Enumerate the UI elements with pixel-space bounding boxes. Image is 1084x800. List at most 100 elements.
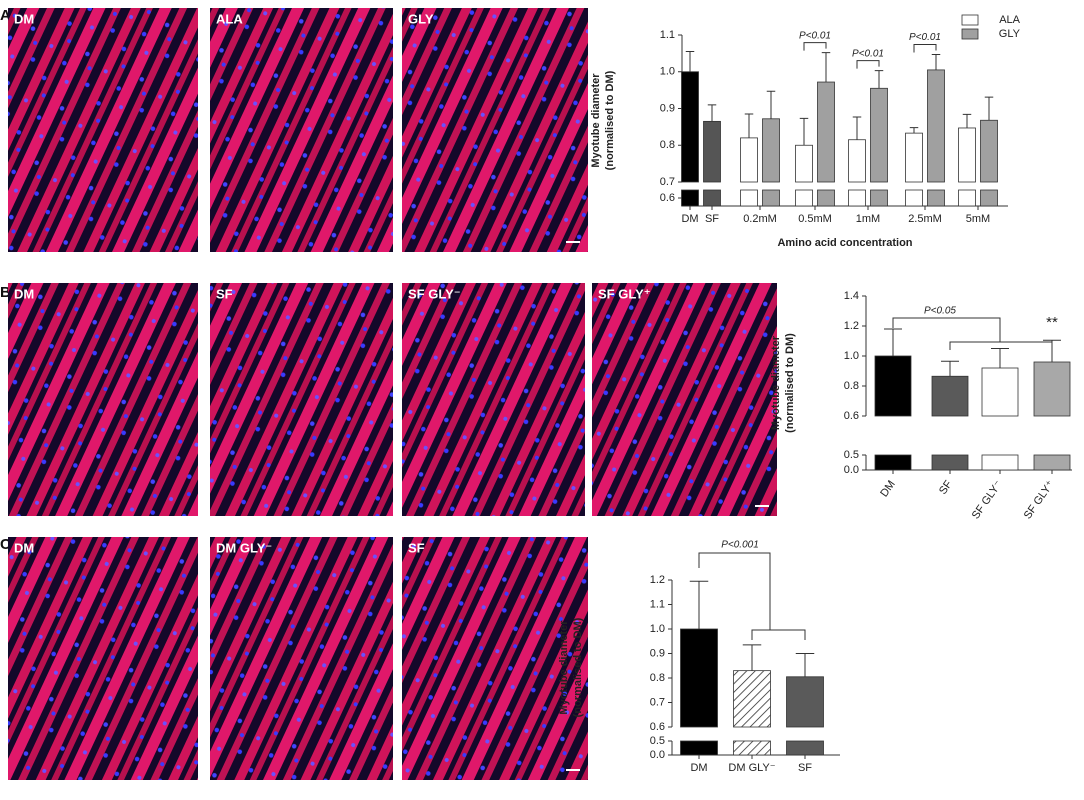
micrograph xyxy=(8,8,198,252)
x-tick-label: 0.2mM xyxy=(743,213,777,225)
error-bar xyxy=(852,116,862,140)
bar xyxy=(703,120,721,183)
y-tick-label: 0.0 xyxy=(650,749,665,761)
y-tick-label: 0.9 xyxy=(660,102,675,114)
y-tick-label: 0.0 xyxy=(844,464,859,476)
micrograph xyxy=(402,537,588,780)
y-tick-label: 1.1 xyxy=(650,598,665,610)
x-tick-label: SF xyxy=(937,478,955,497)
micrograph xyxy=(402,8,588,252)
error-bar xyxy=(941,360,959,377)
error-bar xyxy=(821,52,831,83)
bar-base xyxy=(680,740,718,756)
bar xyxy=(958,127,976,183)
legend-label: GLY xyxy=(999,28,1021,40)
y-axis-title: (normalised to DM) xyxy=(572,617,584,717)
micrograph xyxy=(402,283,585,516)
y-axis-title: Myotube diameter xyxy=(590,73,602,168)
error-bar xyxy=(874,70,884,89)
error-bar xyxy=(689,580,709,629)
x-tick-label: SF GLY⁺ xyxy=(1022,478,1057,521)
micrograph xyxy=(592,283,777,516)
annotation: P<0.001 xyxy=(721,540,759,551)
bar-base xyxy=(786,740,824,756)
panel-label: A xyxy=(0,7,11,24)
error-bar xyxy=(984,96,994,121)
bar-base xyxy=(817,189,835,207)
image-label: ALA xyxy=(216,11,243,26)
significance-bracket xyxy=(803,42,827,51)
error-bar xyxy=(685,51,695,72)
error-bar xyxy=(962,113,972,128)
bar xyxy=(681,71,699,183)
bar xyxy=(981,367,1019,417)
panel-label: C xyxy=(0,536,11,553)
annotation: P<0.01 xyxy=(909,32,941,43)
x-tick-label: 5mM xyxy=(966,213,990,225)
y-tick-label: 1.2 xyxy=(844,320,859,332)
y-tick-label: 1.4 xyxy=(844,290,859,302)
significance-bracket xyxy=(949,341,1053,350)
y-tick-label: 1.1 xyxy=(660,29,675,41)
bar xyxy=(905,132,923,183)
bar xyxy=(1033,361,1071,417)
bar-base xyxy=(931,454,969,471)
significance-bracket xyxy=(856,60,880,69)
error-bar xyxy=(909,127,919,134)
bar xyxy=(817,81,835,183)
y-tick-label: 0.6 xyxy=(660,192,675,204)
y-tick-label: 0.5 xyxy=(650,735,665,747)
bar xyxy=(874,355,912,417)
image-label: DM xyxy=(14,11,34,26)
x-tick-label: SF GLY⁻ xyxy=(970,478,1005,521)
error-bar xyxy=(991,348,1009,368)
x-tick-label: SF xyxy=(798,762,812,774)
legend-swatch xyxy=(961,28,979,40)
bar xyxy=(733,670,771,728)
error-bar xyxy=(795,653,815,677)
x-tick-label: SF xyxy=(705,213,719,225)
significance-bracket xyxy=(751,629,806,640)
error-bar xyxy=(707,104,717,122)
significance-bracket xyxy=(892,317,1001,342)
bar xyxy=(927,69,945,183)
y-tick-label: 0.8 xyxy=(650,672,665,684)
y-tick-label: 0.9 xyxy=(650,647,665,659)
bar-base xyxy=(958,189,976,207)
error-bar xyxy=(931,53,941,70)
y-tick-label: 0.6 xyxy=(844,410,859,422)
legend-swatch xyxy=(961,14,979,26)
y-tick-label: 1.0 xyxy=(650,623,665,635)
y-tick-label: 0.5 xyxy=(844,449,859,461)
x-tick-label: 2.5mM xyxy=(908,213,942,225)
bar-base xyxy=(980,189,998,207)
bar-base xyxy=(681,189,699,207)
x-tick-label: 1mM xyxy=(856,213,880,225)
y-axis-title: Myotube diameter xyxy=(770,335,782,430)
micrograph xyxy=(210,283,393,516)
y-tick-label: 0.7 xyxy=(650,696,665,708)
annotation: P<0.05 xyxy=(924,306,956,317)
bar-base xyxy=(905,189,923,207)
y-tick-label: 1.0 xyxy=(660,66,675,78)
bar xyxy=(870,87,888,183)
bar-base xyxy=(740,189,758,207)
annotation: P<0.01 xyxy=(799,30,831,41)
image-label: SF xyxy=(216,286,233,301)
error-bar xyxy=(799,117,809,146)
x-tick-label: DM xyxy=(878,479,898,500)
annotation: P<0.01 xyxy=(852,48,884,59)
bar xyxy=(740,137,758,183)
bar-base xyxy=(848,189,866,207)
bar xyxy=(680,628,718,728)
bar xyxy=(980,119,998,183)
bar xyxy=(848,139,866,183)
legend-label: ALA xyxy=(999,14,1020,26)
y-tick-label: 0.8 xyxy=(844,380,859,392)
bar xyxy=(931,375,969,417)
significance-bracket xyxy=(913,43,937,53)
bar-base xyxy=(981,454,1019,471)
error-bar xyxy=(766,90,776,119)
y-axis-title: Myotube diameter xyxy=(558,620,570,715)
